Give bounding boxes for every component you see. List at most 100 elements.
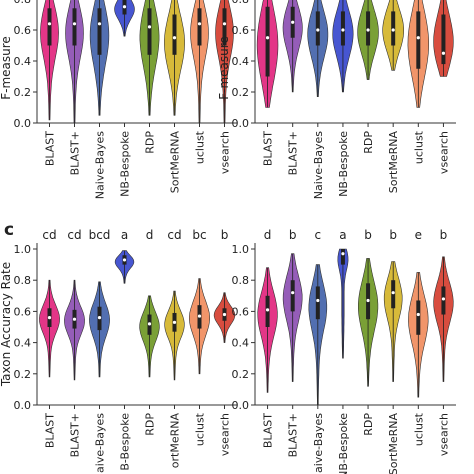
top-right-x-tick-label: NB-Bespoke [337,131,350,197]
top-left-median-point [72,22,77,26]
bottom-left-median-point [172,320,177,324]
bottom-right-x-tick-label: uclust [412,412,425,446]
bottom-left-x-tick-label: RDP [144,413,157,436]
top-right-median-point [366,28,370,32]
top-right-x-tick-label: vsearch [437,131,450,174]
top-left-x-tick-label: vsearch [219,131,232,174]
top-right-median-point [316,28,320,32]
top-right-x-tick-label: RDP [362,131,375,154]
top-left-median-point [222,22,227,26]
top-left-iqr-box [97,8,102,55]
top-left-x-tick-label: NB-Bespoke [119,131,132,197]
bottom-right-x-tick-label: BLAST+ [287,413,300,457]
top-left-y-tick-label: 0.4 [14,55,32,68]
bottom-right-significance-letter: b [364,228,372,242]
bottom-left-x-tick-label: BLAST+ [69,413,82,457]
top-right-median-point [416,36,420,40]
bottom-left-y-tick-label: 0.8 [14,274,32,287]
top-right-iqr-box [441,14,446,65]
bottom-left-median-point [47,316,52,320]
top-left-median-point [147,25,152,29]
top-left-median-point [97,22,102,26]
bottom-right-median-point [341,252,345,256]
bottom-right-median-point [265,308,270,312]
bottom-right-significance-letter: e [415,228,422,242]
top-left-iqr-box [222,8,227,46]
bottom-right-significance-letter: c [315,228,322,242]
top-right-x-tick-label: Naive-Bayes [312,131,325,199]
bottom-left-significance-letter: cd [67,228,81,242]
bottom-left-significance-letter: b [221,228,229,242]
top-right-median-point [291,20,295,24]
bottom-left-x-tick-label: B-Bespoke [119,413,132,471]
bottom-left-median-point [72,317,77,321]
top-right-median-point [341,28,345,32]
bottom-left-y-tick-label: 0.6 [14,305,32,318]
bottom-left-y-label: Taxon Accuracy Rate [0,262,13,387]
bottom-left-significance-letter: d [146,228,154,242]
bottom-right-significance-letter: d [264,228,272,242]
top-right-y-tick-label: 0.8 [232,0,250,6]
bottom-right-median-point [316,298,320,303]
bottom-right-iqr-box [315,286,320,320]
bottom-left-y-tick-label: 0.2 [14,368,32,381]
bottom-left-median-point [197,314,202,318]
top-left-y-tick-label: 0.2 [14,86,32,99]
bottom-left-significance-letter: cd [42,228,56,242]
top-left-y-tick-label: 0.6 [14,24,32,37]
top-right-median-point [391,28,395,32]
top-left-median-point [197,22,202,26]
bottom-left-x-tick-label: BLAST [44,413,57,448]
bottom-right-y-tick-label: 1.0 [232,243,250,256]
top-left-x-tick-label: BLAST [44,131,57,166]
bottom-right-y-tick-label: 0.4 [232,337,250,350]
bottom-left-significance-letter: bc [192,228,206,242]
top-left-median-point [172,36,177,40]
top-left-iqr-box [197,8,202,46]
bottom-right-iqr-box [290,280,295,312]
top-right-iqr-box [416,11,421,69]
bottom-left-median-point [222,312,227,317]
top-left-x-tick-label: uclust [194,130,207,164]
bottom-right-significance-letter: b [389,228,397,242]
bottom-left-x-tick-label: ortMeRNA [169,413,182,469]
panel-letter-c: c [4,220,14,240]
top-right-y-tick-label: 0.2 [232,86,250,99]
bottom-right-iqr-box [416,300,421,335]
bottom-left-significance-letter: a [121,228,128,242]
bottom-right-y-tick-label: 0.0 [232,399,250,412]
bottom-left-significance-letter: cd [167,228,181,242]
top-left-median-point [122,5,127,9]
top-left-y-tick-label: 0.8 [14,0,32,6]
top-left-iqr-box [172,14,177,55]
top-right-x-tick-label: uclust [412,130,425,164]
bottom-right-median-point [366,298,370,303]
bottom-left-significance-letter: bcd [89,228,111,242]
bottom-right-x-tick-label: SortMeRNA [387,413,400,474]
bottom-right-x-tick-label: Naive-Bayes [312,413,325,474]
bottom-right-median-point [291,291,295,295]
top-right-y-tick-label: 0.6 [232,24,250,37]
bottom-left-x-tick-label: uclust [194,412,207,446]
bottom-right-x-tick-label: NB-Bespoke [337,413,350,474]
bottom-left-x-tick-label: aive-Bayes [94,413,107,473]
bottom-right-significance-letter: a [339,228,346,242]
top-right-x-tick-label: SortMeRNA [387,131,400,194]
bottom-right-y-tick-label: 0.2 [232,368,250,381]
bottom-left-x-tick-label: vsearch [219,413,232,456]
bottom-left-y-tick-label: 0.0 [14,399,32,412]
top-left-x-tick-label: BLAST+ [69,131,82,175]
bottom-right-significance-letter: b [289,228,297,242]
bottom-right-y-tick-label: 0.8 [232,274,250,287]
top-right-y-label: F-measure [217,36,231,100]
bottom-right-median-point [416,312,420,317]
top-right-iqr-box [265,6,270,77]
bottom-right-y-tick-label: 0.6 [232,305,250,318]
top-left-iqr-box [72,8,77,46]
bottom-left-median-point [147,322,152,326]
bottom-left-y-tick-label: 1.0 [14,243,32,256]
top-left-y-label: F-measure [0,36,13,100]
bottom-left-y-tick-label: 0.4 [14,337,32,350]
top-left-x-tick-label: SortMeRNA [169,131,182,194]
